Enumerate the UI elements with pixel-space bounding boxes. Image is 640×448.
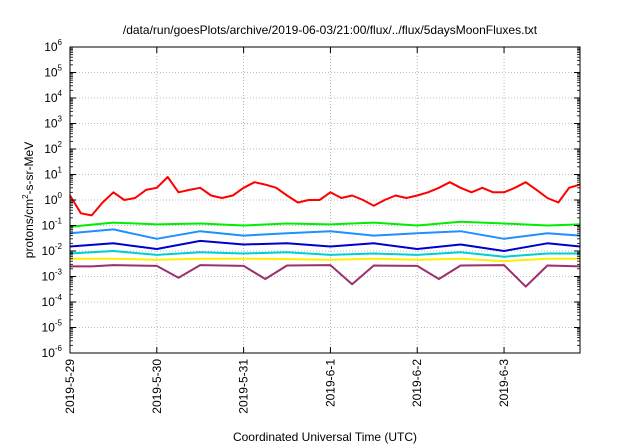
y-tick-label: 105: [44, 64, 62, 80]
y-tick-label: 10-5: [42, 319, 63, 335]
y-tick-label: 106: [44, 38, 62, 54]
x-tick-label: 2019-6-2: [410, 359, 424, 407]
y-axis-label-pre: protons/cm: [22, 199, 36, 258]
series-line-5: [69, 250, 580, 258]
series-line-6: [70, 257, 580, 263]
y-tick-label: 10-1: [42, 217, 63, 233]
x-tick-label: 2019-5-29: [63, 359, 77, 414]
chart-title: /data/run/goesPlots/archive/2019-06-03/2…: [123, 23, 538, 37]
y-tick-label: 10-4: [42, 293, 63, 309]
y-tick-label: 100: [44, 191, 62, 207]
y-axis-label: protons/cm2-s-sr-MeV: [21, 142, 36, 258]
y-tick-label: 103: [44, 115, 62, 131]
x-tick-label: 2019-6-1: [323, 359, 337, 407]
y-tick-label: 102: [44, 140, 62, 156]
y-axis-label-sup: 2: [21, 194, 30, 199]
x-axis-label: Coordinated Universal Time (UTC): [233, 430, 417, 444]
x-tick-label: 2019-6-3: [497, 359, 511, 407]
x-tick-label: 2019-5-30: [150, 359, 164, 414]
x-tick-labels: 2019-5-29 2019-5-30 2019-5-31 2019-6-1 2019-…: [63, 359, 511, 414]
series-line-4: [69, 239, 581, 252]
y-tick-labels: 106 105 104 103 102 101 100 10-1 10-2 10-3 10-4 10-…: [42, 38, 63, 360]
series-group: [69, 176, 581, 288]
series-line-7: [70, 264, 581, 288]
y-tick-label: 10-3: [42, 268, 63, 284]
series-line-2: [69, 220, 581, 228]
y-tick-label: 10-2: [42, 242, 63, 258]
x-tick-label: 2019-5-31: [237, 359, 251, 414]
series-line-1: [69, 176, 581, 217]
y-tick-label: 10-6: [42, 344, 63, 360]
axis-ticks: [69, 46, 580, 354]
series-line-3: [69, 228, 581, 240]
y-tick-label: 101: [44, 166, 62, 182]
y-tick-label: 104: [44, 89, 62, 105]
y-axis-label-post: -s-sr-MeV: [22, 142, 36, 195]
